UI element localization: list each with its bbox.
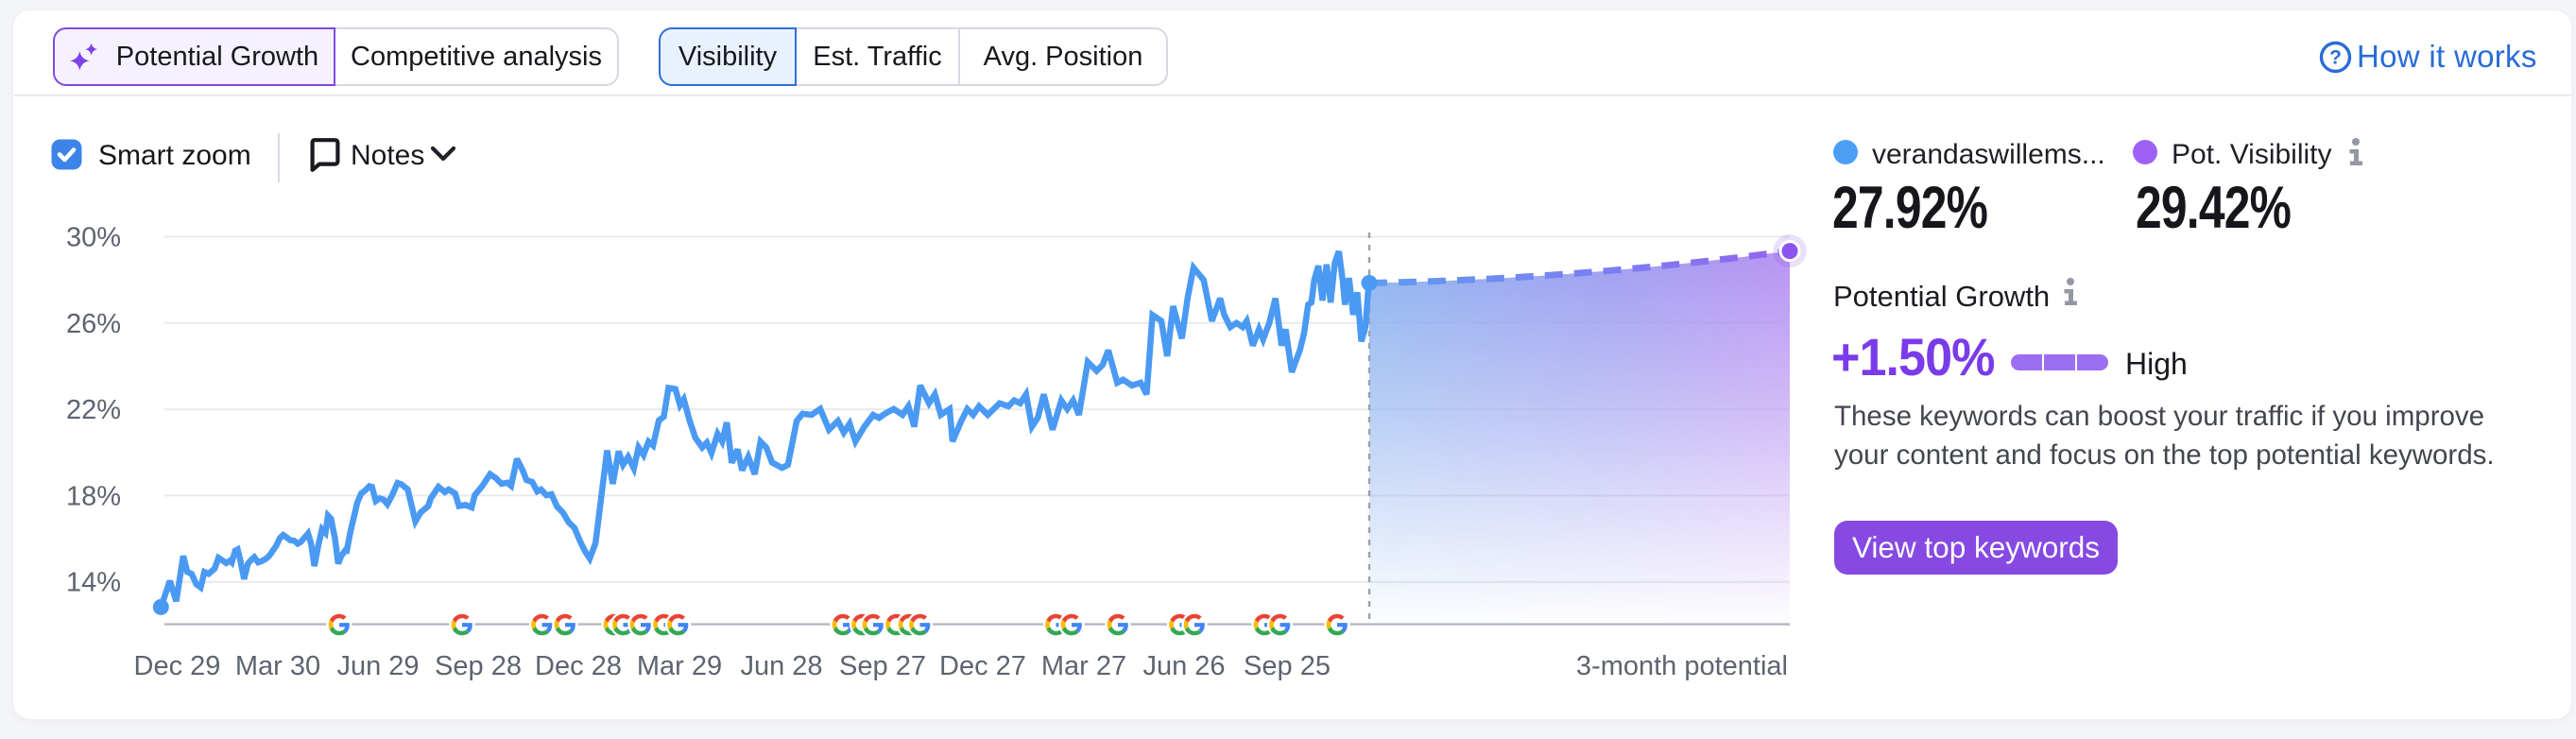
svg-text:18%: 18% <box>66 481 121 511</box>
svg-text:Jun 29: Jun 29 <box>336 651 419 681</box>
svg-text:Dec 28: Dec 28 <box>535 651 622 681</box>
svg-text:Mar 27: Mar 27 <box>1041 651 1126 681</box>
svg-text:Mar 30: Mar 30 <box>235 651 320 681</box>
svg-text:Sep 27: Sep 27 <box>839 651 926 681</box>
svg-text:26%: 26% <box>66 309 121 339</box>
svg-text:30%: 30% <box>66 223 121 253</box>
svg-text:Sep 28: Sep 28 <box>435 651 522 681</box>
svg-text:3-month potential: 3-month potential <box>1576 651 1788 681</box>
svg-text:22%: 22% <box>66 395 121 425</box>
svg-text:?: ? <box>2329 47 2342 69</box>
svg-text:Jun 26: Jun 26 <box>1142 651 1225 681</box>
svg-text:14%: 14% <box>66 568 121 598</box>
svg-text:Sep 25: Sep 25 <box>1244 651 1331 681</box>
svg-text:Jun 28: Jun 28 <box>740 651 822 681</box>
svg-text:Dec 27: Dec 27 <box>939 651 1026 681</box>
svg-text:Dec 29: Dec 29 <box>134 651 221 681</box>
svg-text:Mar 29: Mar 29 <box>637 651 722 681</box>
